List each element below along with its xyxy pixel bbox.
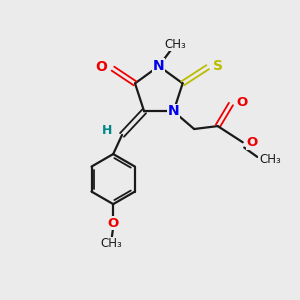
Text: O: O xyxy=(108,217,119,230)
Text: O: O xyxy=(247,136,258,149)
Text: N: N xyxy=(153,59,165,73)
Text: CH₃: CH₃ xyxy=(259,153,281,167)
Text: S: S xyxy=(213,59,223,73)
Text: O: O xyxy=(236,96,247,109)
Text: O: O xyxy=(95,60,107,74)
Text: CH₃: CH₃ xyxy=(101,237,123,250)
Text: N: N xyxy=(168,104,179,118)
Text: H: H xyxy=(102,124,112,137)
Text: CH₃: CH₃ xyxy=(164,38,186,50)
